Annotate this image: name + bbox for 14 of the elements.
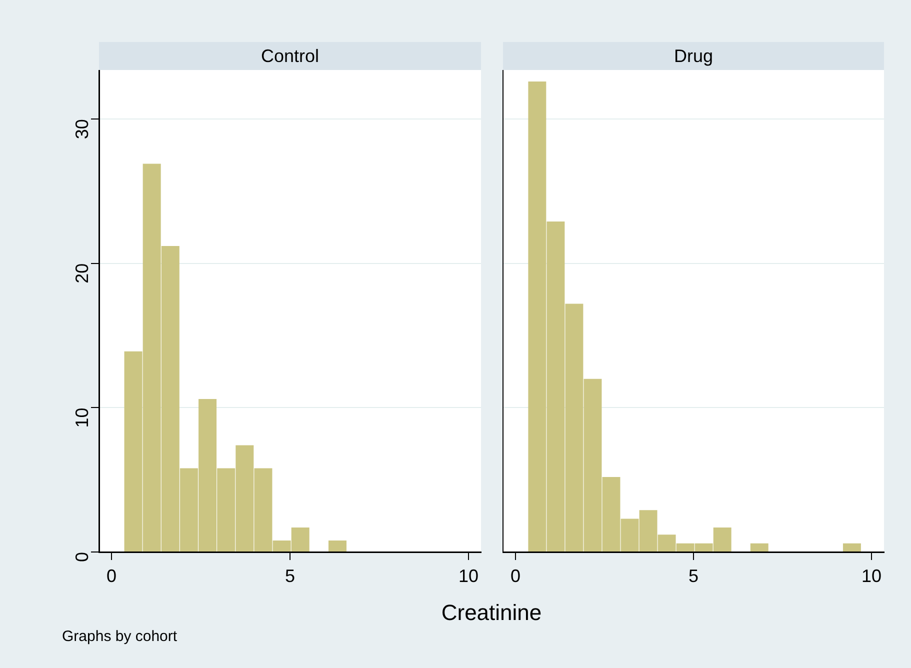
x-tick-label: 10 — [458, 566, 479, 586]
x-tick-label: 5 — [284, 566, 296, 586]
x-tick-label: 0 — [106, 566, 117, 586]
y-tick-label: 30 — [72, 119, 92, 140]
x-tick-label: 5 — [688, 566, 699, 586]
text: Graphs by cohort — [62, 628, 178, 645]
x-tick-label: 10 — [862, 566, 882, 586]
chart-title: Drug — [503, 42, 884, 70]
y-tick-label: 10 — [72, 408, 92, 428]
x-axis-title: Creatinine — [440, 600, 543, 626]
y-tick-label: 0 — [72, 552, 92, 562]
chart-title: Control — [99, 42, 481, 70]
y-tick-label: 20 — [72, 263, 92, 284]
x-tick-label: 0 — [510, 566, 520, 586]
